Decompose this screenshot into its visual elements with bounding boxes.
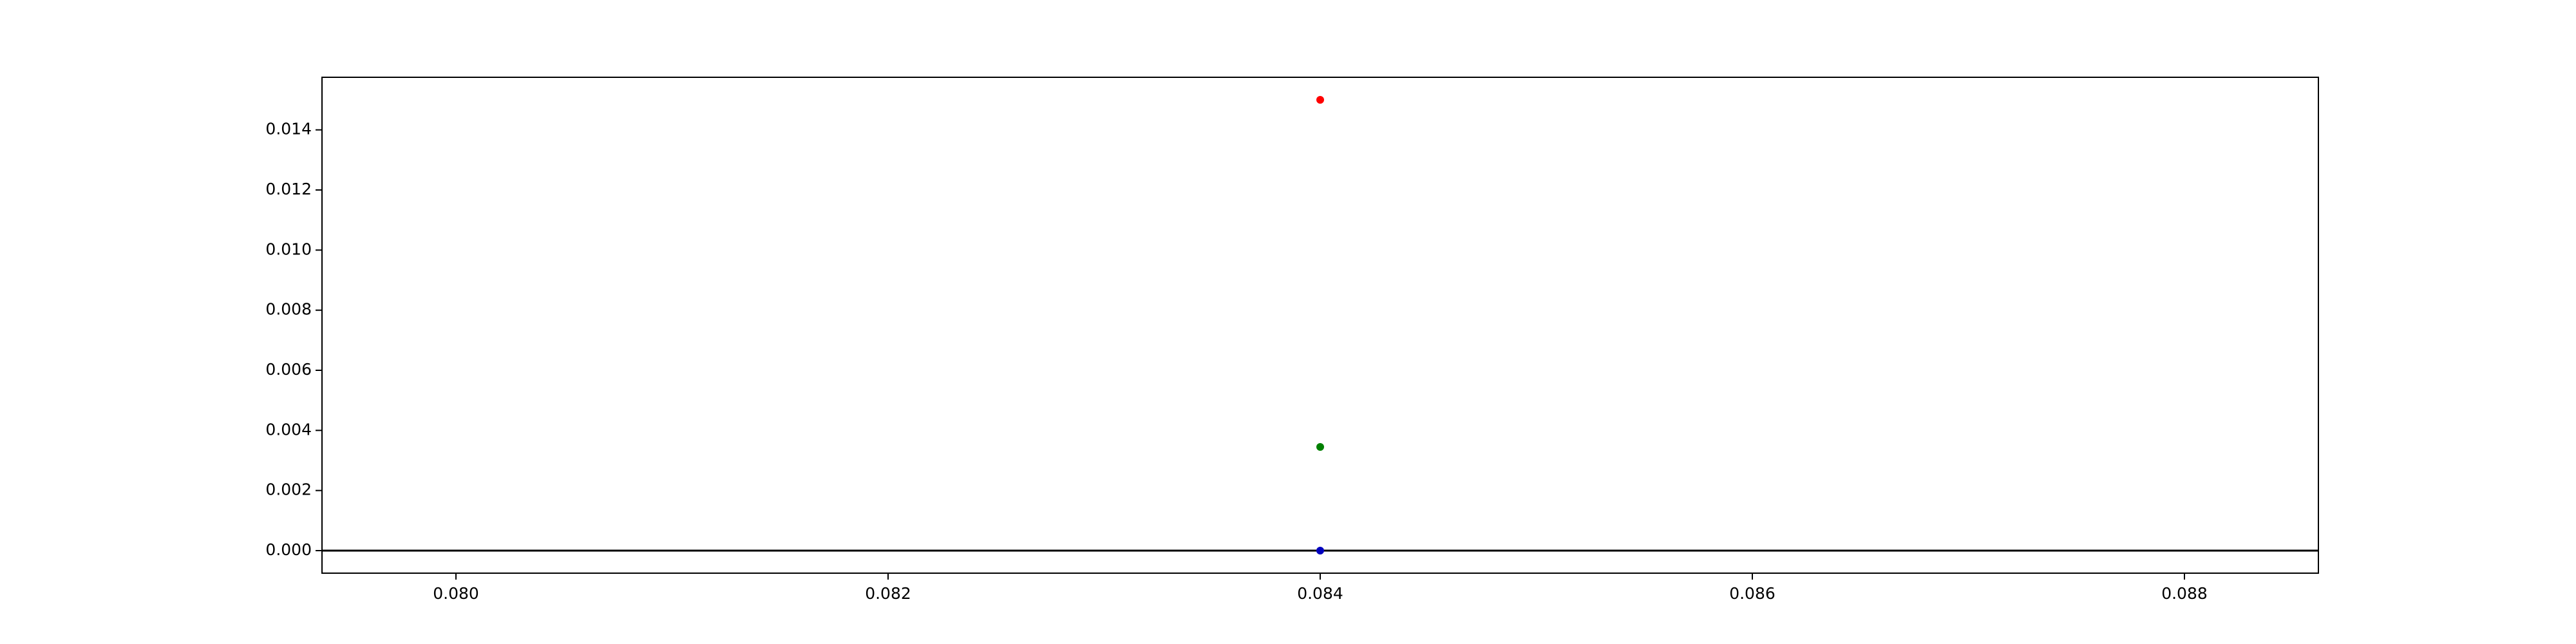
data-point	[1316, 547, 1324, 554]
x-tick-label: 0.088	[2161, 584, 2208, 603]
plot-frame	[321, 77, 2319, 574]
y-tick-label: 0.012	[265, 180, 312, 198]
x-tick-label: 0.084	[1297, 584, 1343, 603]
data-point	[1316, 96, 1324, 104]
y-tick-label: 0.006	[265, 360, 312, 379]
plot-area	[322, 96, 2318, 554]
y-tick-label: 0.004	[265, 420, 312, 439]
x-axis: 0.080 0.082 0.084 0.086 0.088	[433, 573, 2208, 603]
y-tick-label: 0.010	[265, 240, 312, 258]
y-tick-label: 0.014	[265, 120, 312, 138]
x-tick-label: 0.082	[865, 584, 911, 603]
y-axis: 0.000 0.002 0.004 0.006 0.008 0.010 0.012 0.014	[265, 120, 322, 559]
y-tick-label: 0.000	[265, 540, 312, 559]
x-tick-label: 0.080	[433, 584, 479, 603]
x-tick-label: 0.086	[1729, 584, 1776, 603]
y-tick-label: 0.002	[265, 480, 312, 499]
y-tick-label: 0.008	[265, 300, 312, 319]
data-point	[1316, 443, 1324, 451]
